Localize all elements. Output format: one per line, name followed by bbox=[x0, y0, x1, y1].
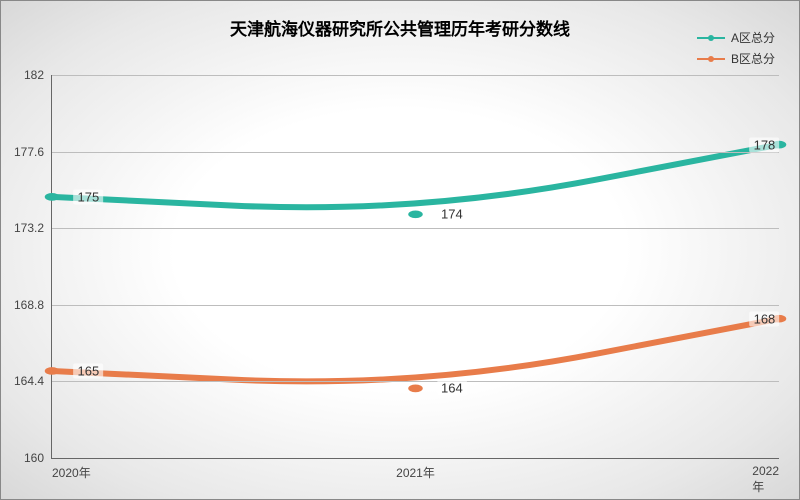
chart-container: 天津航海仪器研究所公共管理历年考研分数线 A区总分B区总分 160164.416… bbox=[0, 0, 800, 500]
legend-swatch bbox=[697, 37, 725, 39]
data-point bbox=[45, 193, 60, 201]
gridline-h bbox=[52, 75, 779, 76]
y-tick-label: 173.2 bbox=[14, 221, 52, 235]
gridline-h bbox=[52, 305, 779, 306]
x-tick-label: 2020年 bbox=[52, 458, 91, 481]
point-label: 165 bbox=[73, 363, 103, 378]
chart-title: 天津航海仪器研究所公共管理历年考研分数线 bbox=[1, 15, 799, 40]
legend-item: A区总分 bbox=[697, 29, 775, 46]
y-tick-label: 160 bbox=[24, 451, 52, 465]
point-label: 174 bbox=[437, 207, 467, 222]
point-label: 164 bbox=[437, 381, 467, 396]
legend: A区总分 B区总分 bbox=[697, 29, 775, 71]
line-layer bbox=[52, 75, 779, 458]
data-point bbox=[408, 385, 423, 393]
legend-label: B区总分 bbox=[731, 50, 775, 67]
x-tick-label: 2022年 bbox=[752, 458, 779, 495]
point-label: 175 bbox=[73, 189, 103, 204]
legend-swatch bbox=[697, 58, 725, 60]
series-line bbox=[52, 319, 779, 382]
gridline-h bbox=[52, 228, 779, 229]
gridline-h bbox=[52, 152, 779, 153]
y-tick-label: 168.8 bbox=[14, 298, 52, 312]
legend-label: A区总分 bbox=[731, 29, 775, 46]
y-tick-label: 164.4 bbox=[14, 374, 52, 388]
point-label: 178 bbox=[750, 137, 780, 152]
y-tick-label: 177.6 bbox=[14, 145, 52, 159]
plot-area: 160164.4168.8173.2177.61822020年2021年2022… bbox=[51, 75, 779, 459]
gridline-h bbox=[52, 381, 779, 382]
point-label: 168 bbox=[750, 311, 780, 326]
y-tick-label: 182 bbox=[24, 68, 52, 82]
legend-item: B区总分 bbox=[697, 50, 775, 67]
x-tick-label: 2021年 bbox=[396, 458, 435, 481]
data-point bbox=[408, 210, 423, 218]
series-line bbox=[52, 145, 779, 208]
